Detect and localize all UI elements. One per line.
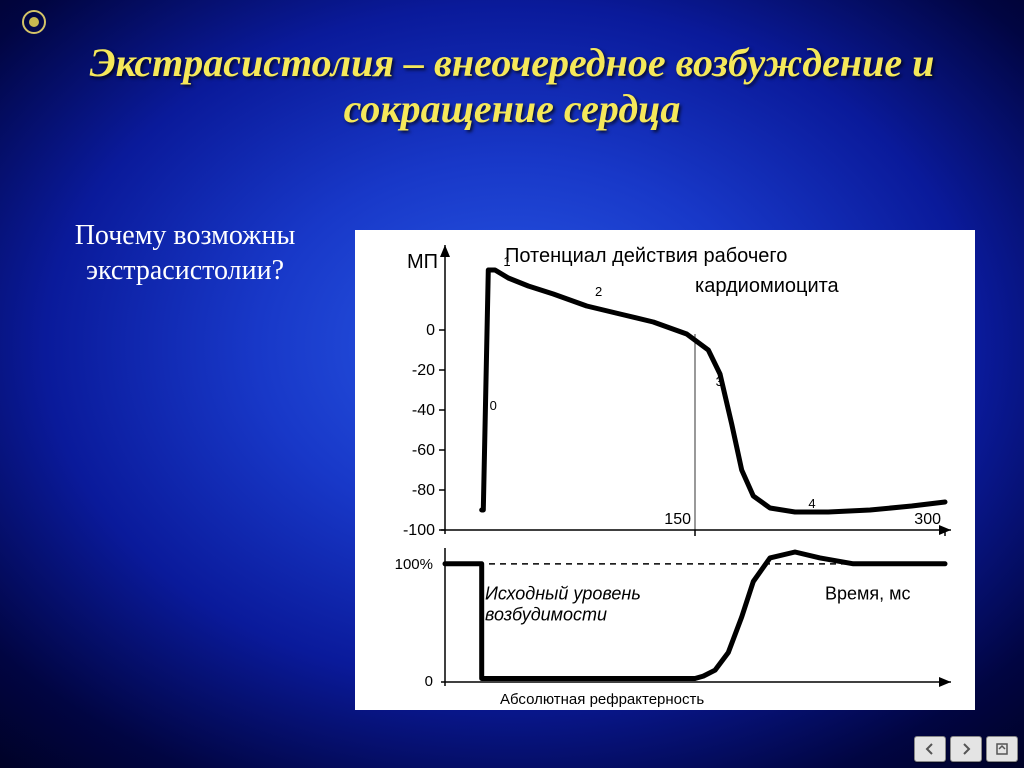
bullet-icon xyxy=(20,8,48,36)
next-button[interactable] xyxy=(950,736,982,762)
svg-text:Время, мс: Время, мс xyxy=(825,583,911,603)
svg-text:-20: -20 xyxy=(412,362,435,379)
expand-button[interactable] xyxy=(986,736,1018,762)
svg-text:1: 1 xyxy=(503,254,510,269)
svg-text:Исходный уровень: Исходный уровень xyxy=(485,583,641,603)
svg-text:0: 0 xyxy=(490,398,497,413)
svg-text:возбудимости: возбудимости xyxy=(485,605,607,625)
svg-text:150: 150 xyxy=(664,511,691,528)
svg-text:2: 2 xyxy=(595,284,602,299)
svg-text:-100: -100 xyxy=(403,522,435,539)
svg-text:300: 300 xyxy=(914,511,941,528)
action-potential-figure: 0-20-40-60-80-100150300МППотенциал дейст… xyxy=(355,230,975,710)
slide-title: Экстрасистолия – внеочередное возбуждени… xyxy=(0,40,1024,132)
svg-text:-60: -60 xyxy=(412,442,435,459)
svg-text:0: 0 xyxy=(426,322,435,339)
nav-controls xyxy=(914,736,1018,762)
svg-text:МП: МП xyxy=(407,251,438,273)
svg-text:3: 3 xyxy=(716,374,723,389)
svg-text:кардиомиоцита: кардиомиоцита xyxy=(695,275,840,297)
slide: Экстрасистолия – внеочередное возбуждени… xyxy=(0,0,1024,768)
svg-text:Абсолютная рефрактерность: Абсолютная рефрактерность xyxy=(500,691,704,708)
svg-text:0: 0 xyxy=(425,673,433,690)
question-text: Почему возможны экстрасистолии? xyxy=(40,218,330,288)
svg-text:Потенциал действия рабочего: Потенциал действия рабочего xyxy=(505,245,787,267)
svg-text:4: 4 xyxy=(808,496,815,511)
svg-text:100%: 100% xyxy=(395,556,433,573)
svg-text:-40: -40 xyxy=(412,402,435,419)
svg-text:-80: -80 xyxy=(412,482,435,499)
prev-button[interactable] xyxy=(914,736,946,762)
